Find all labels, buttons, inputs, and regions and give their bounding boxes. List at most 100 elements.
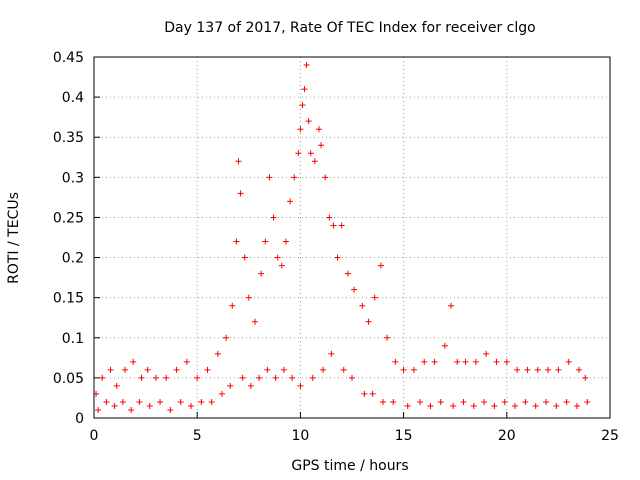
- data-point: [227, 382, 234, 389]
- data-point: [351, 286, 358, 293]
- data-point: [472, 358, 479, 365]
- data-point: [163, 374, 170, 381]
- y-tick-label: 0.45: [53, 50, 84, 66]
- data-point: [223, 334, 230, 341]
- data-point: [301, 86, 308, 93]
- data-point: [272, 374, 279, 381]
- data-point: [233, 238, 240, 245]
- data-point: [297, 126, 304, 133]
- data-point: [441, 342, 448, 349]
- data-point: [361, 390, 368, 397]
- data-point: [369, 390, 376, 397]
- data-point: [338, 222, 345, 229]
- data-point: [437, 398, 444, 405]
- data-point: [483, 350, 490, 357]
- data-point: [113, 382, 120, 389]
- data-point: [330, 222, 337, 229]
- data-point: [503, 358, 510, 365]
- data-point: [470, 402, 477, 409]
- data-point: [103, 398, 110, 405]
- data-point: [328, 350, 335, 357]
- data-point: [462, 358, 469, 365]
- data-point: [534, 366, 541, 373]
- axis-ticks: 0 5 10 15 20 25 0 0.05 0.1 0.15 0.2 0.25 0.3 0.35 0.4 0…: [53, 50, 619, 444]
- data-point: [543, 398, 550, 405]
- data-point: [344, 270, 351, 277]
- data-point: [576, 366, 583, 373]
- plot-frame: [93, 56, 611, 419]
- data-point: [152, 374, 159, 381]
- data-point: [282, 238, 289, 245]
- data-point: [93, 390, 100, 397]
- data-point: [303, 62, 310, 69]
- data-point: [274, 254, 281, 261]
- data-point: [183, 358, 190, 365]
- data-point: [287, 198, 294, 205]
- data-point: [299, 102, 306, 109]
- data-point: [218, 390, 225, 397]
- data-point: [280, 366, 287, 373]
- data-point: [128, 406, 135, 413]
- data-point: [501, 398, 508, 405]
- x-tick-label: 25: [601, 428, 619, 444]
- data-point: [107, 366, 114, 373]
- y-tick-label: 0.4: [62, 90, 84, 106]
- data-point: [167, 406, 174, 413]
- chart-title: Day 137 of 2017, Rate Of TEC Index for r…: [164, 20, 535, 36]
- data-point: [322, 174, 329, 181]
- data-point: [136, 398, 143, 405]
- data-point: [427, 402, 434, 409]
- data-point: [584, 398, 591, 405]
- data-point: [198, 398, 205, 405]
- data-point: [582, 374, 589, 381]
- y-tick-label: 0: [75, 411, 84, 427]
- y-tick-label: 0.15: [53, 291, 84, 307]
- data-point: [256, 374, 263, 381]
- data-point: [573, 402, 580, 409]
- data-point: [208, 398, 215, 405]
- data-point: [379, 398, 386, 405]
- data-point: [315, 126, 322, 133]
- data-point: [121, 366, 128, 373]
- x-tick-label: 10: [291, 428, 309, 444]
- data-point: [371, 294, 378, 301]
- data-point: [377, 262, 384, 269]
- data-point: [291, 174, 298, 181]
- data-point: [270, 214, 277, 221]
- data-point: [553, 402, 560, 409]
- data-point: [431, 358, 438, 365]
- data-point: [318, 142, 325, 149]
- y-tick-label: 0.05: [53, 371, 84, 387]
- y-tick-label: 0.25: [53, 210, 84, 226]
- data-point: [173, 366, 180, 373]
- y-tick-label: 0.3: [62, 170, 84, 186]
- data-point: [522, 398, 529, 405]
- data-point: [295, 150, 302, 157]
- data-point: [359, 302, 366, 309]
- data-point: [264, 366, 271, 373]
- data-point: [365, 318, 372, 325]
- data-point: [334, 254, 341, 261]
- data-point: [565, 358, 572, 365]
- data-point: [144, 366, 151, 373]
- data-point: [177, 398, 184, 405]
- data-point: [400, 366, 407, 373]
- data-point: [111, 402, 118, 409]
- data-point: [454, 358, 461, 365]
- data-point: [229, 302, 236, 309]
- data-point: [194, 374, 201, 381]
- data-point: [493, 358, 500, 365]
- data-point: [237, 190, 244, 197]
- data-point: [491, 402, 498, 409]
- data-point: [417, 398, 424, 405]
- data-point: [349, 374, 355, 381]
- data-point: [307, 150, 314, 157]
- data-point: [245, 294, 252, 301]
- x-axis-label: GPS time / hours: [291, 458, 408, 474]
- data-point: [235, 158, 242, 165]
- data-point: [278, 262, 285, 269]
- data-point: [410, 366, 417, 373]
- data-point: [297, 382, 304, 389]
- data-point: [421, 358, 428, 365]
